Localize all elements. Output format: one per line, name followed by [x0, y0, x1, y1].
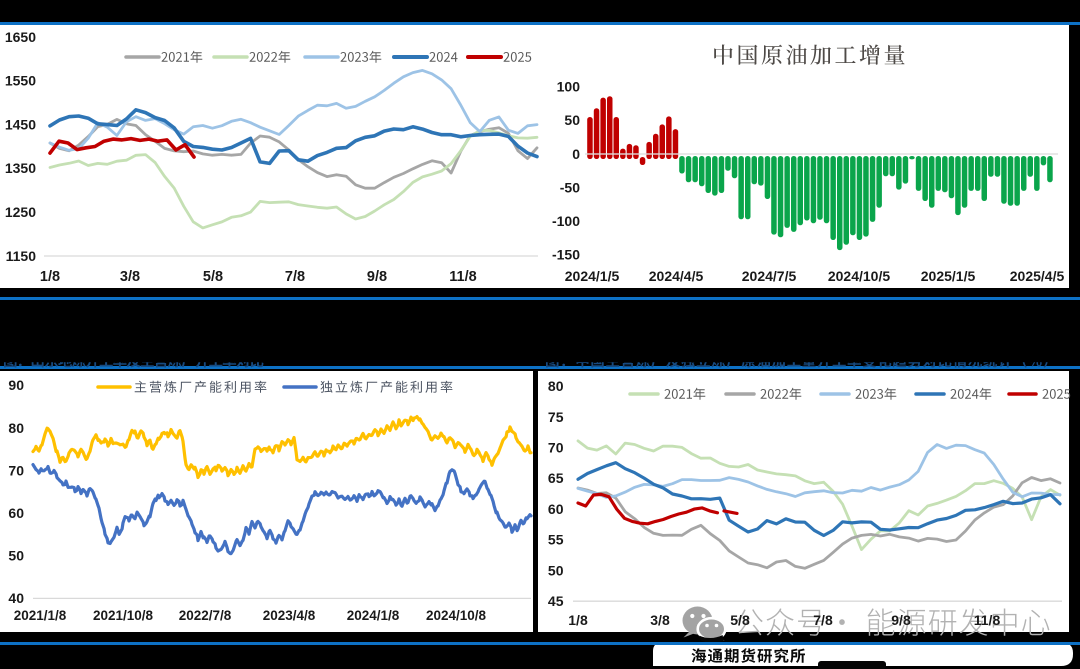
svg-text:40: 40 — [8, 590, 24, 606]
svg-text:11/8: 11/8 — [449, 269, 476, 285]
svg-text:2025/1/5: 2025/1/5 — [921, 268, 976, 284]
svg-text:2021/1/8: 2021/1/8 — [14, 608, 67, 623]
svg-text:-50: -50 — [560, 179, 580, 195]
svg-text:50: 50 — [548, 562, 564, 578]
svg-text:2021/10/8: 2021/10/8 — [93, 608, 154, 623]
svg-text:1/8: 1/8 — [568, 612, 588, 628]
svg-text:1250: 1250 — [5, 204, 36, 220]
svg-text:3/8: 3/8 — [650, 612, 670, 628]
svg-text:50: 50 — [564, 112, 580, 128]
svg-text:11/8: 11/8 — [974, 612, 1001, 628]
svg-text:1450: 1450 — [5, 116, 36, 132]
svg-text:75: 75 — [548, 409, 564, 425]
svg-text:2024/4/5: 2024/4/5 — [649, 268, 704, 284]
svg-text:-100: -100 — [552, 213, 580, 229]
svg-text:2022/7/8: 2022/7/8 — [179, 608, 232, 623]
svg-text:50: 50 — [8, 548, 24, 564]
svg-text:2025/4/5: 2025/4/5 — [1010, 268, 1065, 284]
svg-text:2024/7/5: 2024/7/5 — [742, 268, 797, 284]
svg-text:60: 60 — [548, 501, 564, 517]
svg-text:3/8: 3/8 — [120, 269, 140, 285]
svg-text:90: 90 — [8, 377, 24, 393]
svg-text:65: 65 — [548, 470, 564, 486]
svg-text:0: 0 — [572, 146, 580, 162]
svg-text:2024/10/5: 2024/10/5 — [828, 268, 890, 284]
svg-text:70: 70 — [548, 440, 564, 456]
svg-text:7/8: 7/8 — [285, 269, 305, 285]
svg-text:9/8: 9/8 — [367, 269, 387, 285]
svg-text:1350: 1350 — [5, 160, 36, 176]
svg-text:9/8: 9/8 — [891, 612, 911, 628]
svg-text:2024/10/8: 2024/10/8 — [426, 608, 487, 623]
svg-text:5/8: 5/8 — [203, 269, 223, 285]
svg-text:2024/1/8: 2024/1/8 — [347, 608, 400, 623]
svg-text:5/8: 5/8 — [730, 612, 750, 628]
svg-text:80: 80 — [548, 378, 564, 394]
svg-text:2024/1/5: 2024/1/5 — [565, 268, 620, 284]
svg-text:45: 45 — [548, 593, 564, 609]
svg-text:1650: 1650 — [5, 29, 36, 45]
svg-text:70: 70 — [8, 462, 24, 478]
svg-text:100: 100 — [557, 79, 581, 95]
svg-text:7/8: 7/8 — [813, 612, 833, 628]
svg-text:-150: -150 — [552, 247, 580, 263]
svg-text:1/8: 1/8 — [40, 269, 60, 285]
svg-text:55: 55 — [548, 532, 564, 548]
svg-text:60: 60 — [8, 505, 24, 521]
svg-text:1150: 1150 — [6, 248, 37, 264]
svg-text:80: 80 — [8, 420, 24, 436]
svg-text:1550: 1550 — [5, 73, 36, 89]
svg-text:2023/4/8: 2023/4/8 — [263, 608, 316, 623]
